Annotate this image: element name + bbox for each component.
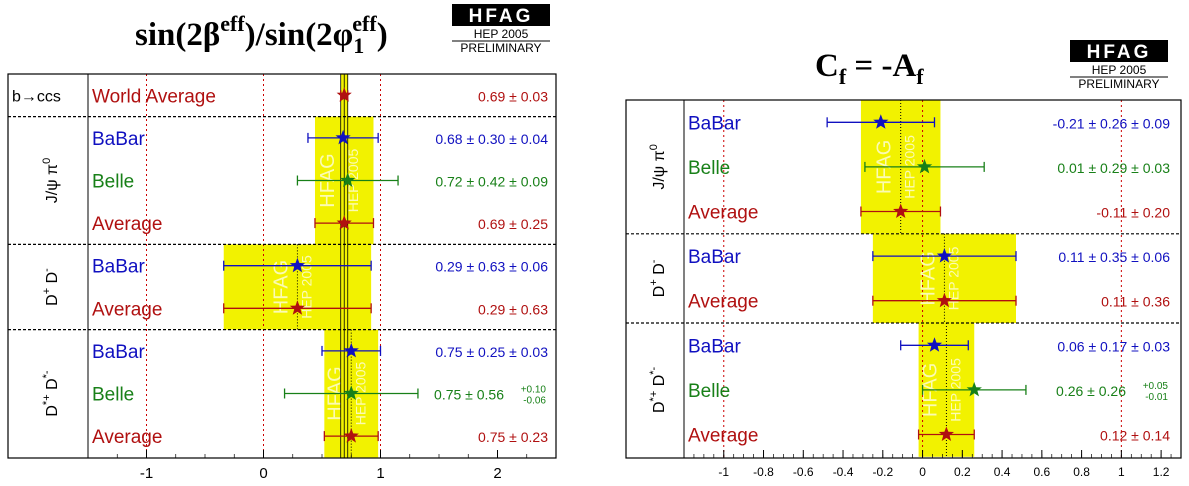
left-row-name-6: BaBar (92, 342, 145, 363)
left-title: sin(2βeff)/sin(2φ1eff) (135, 11, 388, 58)
left-row-name-5: Average (92, 299, 162, 320)
left-row-name-1: BaBar (92, 129, 145, 150)
right-logo-conf: HEP 2005 (1092, 63, 1147, 77)
left-tick-label-1: 0 (259, 465, 267, 482)
right-tick-label-7: 0.4 (994, 465, 1011, 479)
right-tick-label-6: 0.2 (954, 465, 971, 479)
right-point-2 (893, 203, 909, 218)
right-row-name-1: Belle (688, 158, 730, 179)
right-point-5 (926, 337, 943, 352)
right-point-3 (936, 248, 952, 263)
left-point-0 (336, 87, 352, 102)
left-point-6 (343, 342, 359, 358)
right-tick-label-0: -1 (718, 465, 729, 479)
left-row-value-3: 0.69 ± 0.25 (478, 216, 548, 232)
left-point-7 (343, 385, 359, 400)
left-row-value-2: 0.72 ± 0.42 ± 0.09 (435, 174, 548, 190)
right-logo-box (1070, 40, 1168, 62)
left-group-label-0: b→ccs (12, 88, 61, 105)
right-logo-name: HFAG (1087, 42, 1152, 63)
left-watermark-conf-2: HEP 2005 (298, 255, 314, 319)
left-row-value-4: 0.29 ± 0.63 ± 0.06 (435, 259, 548, 275)
right-tick-label-10: 1 (1118, 465, 1125, 479)
right-row-value-2: -0.11 ± 0.20 (1096, 205, 1170, 221)
right-tick-label-5: 0 (919, 465, 926, 479)
right-frame (625, 99, 1182, 459)
left-row-value-8: 0.75 ± 0.23 (478, 429, 548, 445)
right-point-7 (938, 426, 954, 441)
left-row-value-7: 0.75 ± 0.56 (434, 387, 504, 403)
right-title: Cf = -Af (815, 48, 924, 89)
right-group-label-2: D*+ D*- (648, 366, 668, 413)
left-tick-label-3: 2 (493, 465, 501, 482)
left-row-value-6: 0.75 ± 0.25 ± 0.03 (435, 344, 548, 360)
right-point-0 (873, 114, 889, 129)
right-watermark-name-1: HFAG (917, 251, 939, 305)
left-frame (7, 73, 557, 459)
left-row-value-sub-7: -0.06 (523, 396, 546, 407)
right-row-value-sub-6: -0.01 (1145, 392, 1168, 403)
left-point-2 (340, 172, 356, 187)
left-point-5 (289, 300, 305, 315)
left-row-name-0: World Average (92, 86, 216, 107)
left-point-4 (289, 257, 305, 273)
right-row-value-5: 0.06 ± 0.17 ± 0.03 (1057, 338, 1170, 354)
right-row-value-0: -0.21 ± 0.26 ± 0.09 (1053, 115, 1171, 131)
right-row-value-7: 0.12 ± 0.14 (1100, 428, 1170, 444)
left-logo-status: PRELIMINARY (460, 41, 541, 55)
right-group-label-0: J/ψ π0 (648, 144, 668, 189)
left-logo-name: HFAG (469, 6, 534, 27)
right-tick-label-8: 0.6 (1033, 465, 1050, 479)
right-row-name-4: Average (688, 292, 758, 313)
left-tick-label-0: -1 (140, 465, 153, 482)
right-tick-label-1: -0.8 (753, 465, 774, 479)
left-tick-label-2: 1 (376, 465, 384, 482)
right-tick-label-4: -0.2 (872, 465, 893, 479)
left-row-name-4: BaBar (92, 257, 145, 278)
right-row-value-1: 0.01 ± 0.29 ± 0.03 (1057, 160, 1170, 176)
left-row-value-1: 0.68 ± 0.30 ± 0.04 (435, 131, 548, 147)
right-row-name-6: Belle (688, 381, 730, 402)
right-tick-label-2: -0.6 (793, 465, 814, 479)
right-point-1 (916, 158, 933, 174)
right-point-4 (936, 292, 952, 308)
right-row-name-2: Average (688, 203, 758, 224)
right-row-value-6: 0.26 ± 0.26 (1056, 383, 1126, 399)
right-tick-label-3: -0.4 (833, 465, 854, 479)
right-row-value-3: 0.11 ± 0.35 ± 0.06 (1058, 249, 1170, 265)
right-row-name-7: Average (688, 426, 758, 447)
right-tick-label-9: 0.8 (1073, 465, 1090, 479)
right-point-6 (966, 381, 982, 397)
left-point-3 (336, 215, 352, 230)
right-group-label-1: D+ D- (648, 259, 668, 297)
left-watermark-name-2: HFAG (270, 260, 292, 314)
left-row-value-5: 0.29 ± 0.63 (478, 301, 548, 317)
right-row-name-3: BaBar (688, 247, 741, 268)
left-logo-conf: HEP 2005 (474, 27, 529, 41)
left-row-value-sup-7: +0.10 (521, 385, 547, 396)
left-row-name-8: Average (92, 427, 162, 448)
right-logo-status: PRELIMINARY (1078, 77, 1159, 91)
left-group-label-2: D+ D- (41, 268, 61, 306)
left-point-1 (335, 129, 351, 145)
left-row-value-0: 0.69 ± 0.03 (478, 88, 548, 104)
right-row-value-4: 0.11 ± 0.36 (1101, 294, 1170, 310)
right-row-name-5: BaBar (688, 336, 741, 357)
right-row-name-0: BaBar (688, 113, 741, 134)
left-row-name-2: Belle (92, 172, 134, 193)
left-logo-box (452, 4, 550, 26)
right-tick-label-11: 1.2 (1153, 465, 1170, 479)
left-point-8 (343, 428, 359, 443)
left-group-label-3: D*+ D*- (41, 370, 61, 417)
left-row-name-3: Average (92, 214, 162, 235)
right-row-value-sup-6: +0.05 (1143, 381, 1169, 392)
left-row-name-7: Belle (92, 385, 134, 406)
left-group-label-1: J/ψ π0 (41, 158, 61, 203)
right-watermark-conf-1: HEP 2005 (945, 246, 961, 310)
